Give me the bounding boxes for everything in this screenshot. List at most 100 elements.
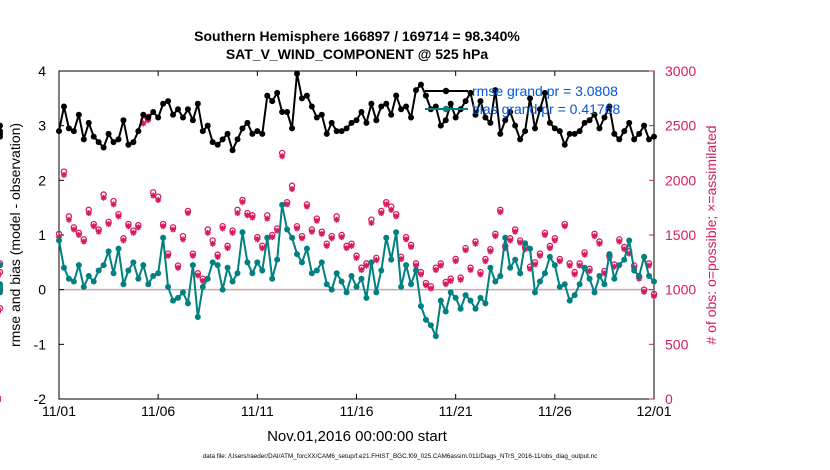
bias-point	[442, 308, 449, 315]
obs-assimilated-point	[308, 228, 315, 235]
obs-assimilated-point	[244, 212, 251, 219]
obs-assimilated-stroke	[443, 281, 449, 287]
obs-assimilated-stroke	[314, 218, 320, 224]
rmse-point	[546, 119, 553, 126]
rmse-point	[160, 100, 167, 107]
obs-assimilated-stroke	[363, 263, 370, 269]
bias-point	[472, 305, 479, 312]
obs-assimilated-stroke	[343, 245, 350, 251]
obs-assimilated-stroke	[413, 263, 419, 269]
rmse-point	[442, 117, 449, 124]
obs-assimilated-point	[160, 223, 167, 230]
bias-point	[343, 289, 350, 296]
obs-assimilated-stroke	[86, 210, 92, 216]
obs-assimilated-point	[155, 197, 162, 204]
rmse-point	[313, 114, 320, 121]
obs-assimilated-point	[452, 258, 459, 265]
obs-assimilated-stroke	[567, 263, 573, 269]
obs-assimilated-point	[566, 262, 573, 269]
bias-point	[70, 278, 77, 285]
obs-assimilated-stroke	[388, 207, 394, 213]
bias-point	[229, 278, 236, 285]
obs-assimilated-point	[269, 234, 276, 241]
bias-point	[140, 262, 147, 269]
bias-point	[155, 270, 162, 277]
bias-point	[303, 245, 310, 252]
obs-assimilated-point	[536, 252, 543, 259]
bias-point	[239, 229, 246, 236]
y-left-tick-label: -1	[34, 336, 47, 352]
bias-point	[596, 273, 603, 279]
rmse-point	[378, 103, 385, 110]
bias-point	[551, 262, 558, 269]
chart-title-line1: Southern Hemisphere 166897 / 169714 = 98…	[194, 28, 520, 44]
bias-point	[224, 264, 231, 271]
rmse-point	[110, 139, 117, 146]
bias-point	[249, 270, 256, 277]
rmse-point	[294, 70, 300, 77]
bias-point	[477, 294, 484, 301]
obs-assimilated-stroke	[329, 235, 335, 241]
obs-assimilated-point	[576, 262, 583, 269]
y-left-tick-label: 0	[38, 282, 46, 298]
obs-assimilated-point	[378, 210, 385, 217]
legend-rmse-label: rmse grand pr = 3.0808	[472, 83, 618, 99]
rmse-point	[591, 111, 598, 118]
obs-assimilated-stroke	[467, 267, 474, 273]
bias-point	[457, 305, 464, 312]
y-right-tick-label: 0	[665, 391, 673, 407]
obs-assimilated-point	[214, 253, 221, 260]
bias-point	[601, 281, 608, 288]
obs-assimilated-stroke	[61, 172, 67, 178]
obs-assimilated-stroke	[229, 230, 236, 236]
rmse-point	[452, 114, 459, 121]
rmse-point	[596, 125, 603, 132]
bias-point	[497, 273, 504, 279]
rmse-point	[388, 111, 395, 118]
obs-assimilated-stroke	[254, 236, 260, 242]
rmse-point	[343, 125, 350, 132]
obs-assimilated-point	[586, 268, 593, 275]
obs-assimilated-stroke	[408, 244, 414, 250]
x-tick-label: 11/11	[241, 403, 274, 419]
obs-assimilated-point	[85, 210, 92, 217]
obs-assimilated-point	[616, 238, 623, 245]
bias-point	[65, 275, 72, 282]
rmse-point	[70, 128, 77, 135]
obs-assimilated-stroke	[125, 223, 132, 229]
rmse-point	[244, 119, 251, 126]
obs-assimilated-point	[512, 228, 519, 235]
bias-point	[120, 281, 127, 288]
bias-point	[378, 267, 385, 274]
obs-assimilated-stroke	[348, 243, 355, 249]
rmse-point	[308, 103, 315, 110]
bias-point	[125, 267, 132, 274]
rmse-point	[358, 109, 365, 115]
rmse-point	[165, 98, 172, 105]
rmse-point	[179, 114, 186, 121]
rmse-point	[274, 89, 281, 96]
obs-assimilated-stroke	[472, 241, 479, 247]
obs-assimilated-point	[259, 245, 266, 252]
obs-assimilated-point	[170, 226, 177, 233]
obs-assimilated-point	[150, 192, 157, 199]
rmse-point	[467, 89, 474, 96]
bias-point	[616, 262, 623, 269]
obs-assimilated-stroke	[373, 257, 379, 263]
bias-point	[294, 251, 300, 258]
bias-point	[328, 286, 335, 293]
obs-possible-point	[0, 305, 4, 312]
bias-point	[214, 262, 221, 269]
bias-point	[631, 267, 638, 274]
obs-assimilated-point	[70, 226, 77, 233]
rmse-point	[353, 117, 360, 124]
obs-assimilated-point	[115, 213, 122, 220]
rmse-point	[194, 100, 201, 107]
bias-point	[522, 240, 529, 247]
obs-assimilated-stroke	[621, 246, 627, 252]
obs-assimilated-stroke	[101, 195, 107, 201]
rmse-point	[284, 109, 291, 115]
bias-point	[452, 294, 459, 301]
obs-assimilated-point	[368, 219, 375, 226]
